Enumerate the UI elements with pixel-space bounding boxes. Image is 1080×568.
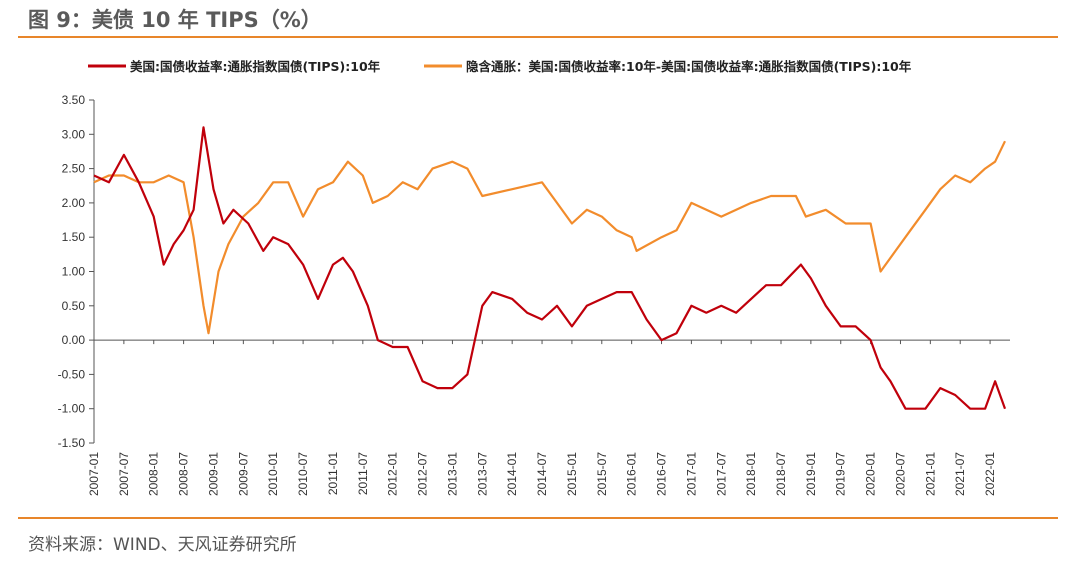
y-tick-label: 3.00 xyxy=(62,127,86,141)
x-tick-label: 2009-01 xyxy=(206,452,220,496)
y-tick-label: -1.50 xyxy=(58,436,86,450)
source-note: 资料来源：WIND、天风证券研究所 xyxy=(28,535,297,555)
x-tick-label: 2010-07 xyxy=(296,452,310,496)
page-title: 图 9：美债 10 年 TIPS（%） xyxy=(28,8,322,32)
x-tick-label: 2014-01 xyxy=(505,452,519,496)
x-tick-label: 2020-07 xyxy=(893,452,907,496)
x-tick-label: 2013-01 xyxy=(445,452,459,496)
x-tick-label: 2018-07 xyxy=(774,452,788,496)
x-tick-label: 2007-07 xyxy=(117,452,131,496)
y-axis: 3.50 3.00 2.50 2.00 1.50 1.00 0.50 0.00 -0.50 -1.… xyxy=(58,93,95,450)
x-tick-label: 2017-07 xyxy=(714,452,728,496)
x-tick-label: 2007-01 xyxy=(87,452,101,496)
x-tick-label: 2011-01 xyxy=(326,452,340,495)
x-tick-label: 2010-01 xyxy=(266,452,280,496)
x-tick-label: 2015-01 xyxy=(565,452,579,496)
legend-label-breakeven: 隐含通胀：美国:国债收益率:10年-美国:国债收益率:通胀指数国债(TIPS):… xyxy=(466,59,912,74)
series-lines xyxy=(93,126,1007,410)
y-tick-label: 1.00 xyxy=(62,265,86,279)
x-tick-label: 2021-01 xyxy=(923,452,937,496)
series-line-breakeven xyxy=(93,140,1006,335)
y-tick-label: 2.00 xyxy=(62,196,86,210)
x-tick-label: 2013-07 xyxy=(475,452,489,496)
y-tick-label: -1.00 xyxy=(58,402,86,416)
x-tick-label: 2016-01 xyxy=(625,452,639,496)
chart-legend: 美国:国债收益率:通胀指数国债(TIPS):10年 隐含通胀：美国:国债收益率:… xyxy=(88,59,912,74)
y-tick-label: 0.50 xyxy=(62,299,86,313)
x-tick-label: 2012-01 xyxy=(386,452,400,496)
x-tick-label: 2021-07 xyxy=(953,452,967,496)
x-tick-label: 2018-01 xyxy=(744,452,758,496)
x-axis: 2007-01 2007-07 2008-01 2008-07 2009-01 2009-… xyxy=(87,339,1010,496)
y-tick-label: 1.50 xyxy=(62,230,86,244)
x-tick-label: 2008-01 xyxy=(147,452,161,496)
y-tick-label: 2.50 xyxy=(62,162,86,176)
bottom-divider xyxy=(18,517,1058,519)
x-tick-label: 2017-01 xyxy=(684,452,698,496)
x-tick-label: 2014-07 xyxy=(535,452,549,496)
x-tick-label: 2019-07 xyxy=(834,452,848,496)
series-line-real-yield xyxy=(93,126,1007,410)
x-tick-label: 2019-01 xyxy=(804,452,818,496)
x-tick-label: 2012-07 xyxy=(416,452,430,496)
x-tick-label: 2009-07 xyxy=(236,452,250,496)
y-tick-label: -0.50 xyxy=(58,367,86,381)
x-tick-label: 2008-07 xyxy=(177,452,191,496)
x-tick-label: 2011-07 xyxy=(356,452,370,495)
x-tick-label: 2015-07 xyxy=(595,452,609,496)
tips-line-chart: 美国:国债收益率:通胀指数国债(TIPS):10年 隐含通胀：美国:国债收益率:… xyxy=(58,59,1010,496)
x-tick-label: 2020-01 xyxy=(864,452,878,496)
x-tick-label: 2016-07 xyxy=(655,452,669,496)
top-divider xyxy=(18,36,1058,38)
y-tick-label: 3.50 xyxy=(62,93,86,107)
x-tick-label: 2022-01 xyxy=(983,452,997,496)
y-tick-label: 0.00 xyxy=(62,333,86,347)
legend-label-real-yield: 美国:国债收益率:通胀指数国债(TIPS):10年 xyxy=(130,59,381,74)
